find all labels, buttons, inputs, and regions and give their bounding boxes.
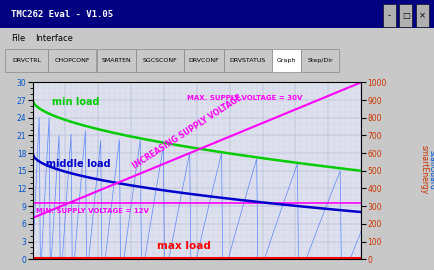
Bar: [96, 49, 135, 72]
Bar: [398, 4, 411, 27]
Text: File: File: [11, 34, 25, 43]
Bar: [48, 49, 96, 72]
Text: ×: ×: [418, 11, 425, 20]
Text: Step/Dir: Step/Dir: [307, 58, 332, 63]
Bar: [415, 4, 428, 27]
Bar: [0, 0, 434, 28]
Bar: [0, 28, 434, 49]
Bar: [136, 49, 184, 72]
Bar: [184, 49, 223, 72]
Text: TMC262 Eval - V1.05: TMC262 Eval - V1.05: [11, 9, 113, 19]
Text: min load: min load: [52, 97, 99, 107]
Text: DRVCONF: DRVCONF: [188, 58, 219, 63]
Bar: [224, 49, 271, 72]
Text: smartEnergy: smartEnergy: [419, 146, 427, 195]
Bar: [300, 49, 339, 72]
Text: Interface: Interface: [35, 34, 72, 43]
Bar: [382, 4, 395, 27]
Text: SGCSCONF: SGCSCONF: [142, 58, 177, 63]
Text: stallGuard: stallGuard: [427, 150, 434, 190]
Text: □: □: [401, 11, 409, 20]
Text: MAX. SUPPLY VOLTAGE = 30V: MAX. SUPPLY VOLTAGE = 30V: [187, 95, 302, 101]
Text: Graph: Graph: [276, 58, 296, 63]
Text: -: -: [387, 11, 390, 20]
Text: DRVSTATUS: DRVSTATUS: [229, 58, 266, 63]
Text: CHOPCONF: CHOPCONF: [54, 58, 90, 63]
Text: max load: max load: [157, 241, 211, 251]
Text: SMARTEN: SMARTEN: [101, 58, 131, 63]
Text: middle load: middle load: [46, 159, 110, 169]
Text: MIN. SUPPLY VOLTAGE = 12V: MIN. SUPPLY VOLTAGE = 12V: [36, 208, 148, 214]
Bar: [272, 49, 300, 72]
Text: DRVCTRL: DRVCTRL: [12, 58, 41, 63]
Bar: [5, 49, 48, 72]
Text: INCREASING SUPPLY VOLTAGE: INCREASING SUPPLY VOLTAGE: [131, 93, 243, 171]
